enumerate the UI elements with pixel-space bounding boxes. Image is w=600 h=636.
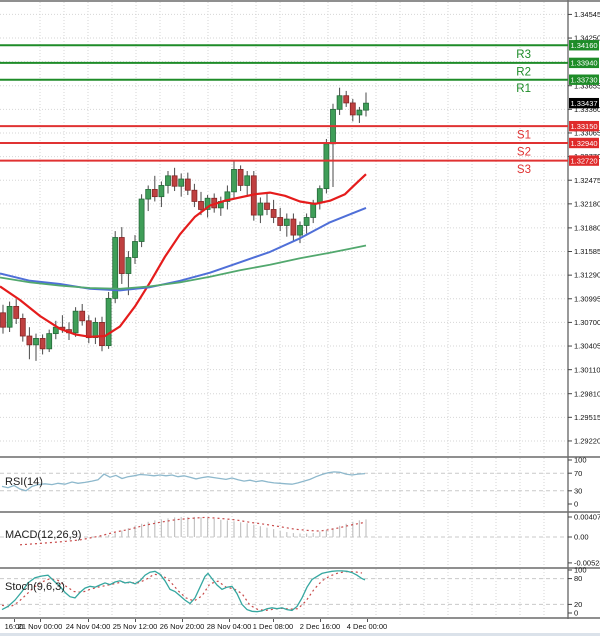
svg-text:1.29220: 1.29220 xyxy=(574,437,600,446)
svg-text:0.00: 0.00 xyxy=(574,533,589,542)
time-label: 26 Nov 20:00 xyxy=(159,622,205,631)
macd-canvas: 0.004079 0.00 -0.005285 xyxy=(0,511,600,567)
svg-text:20: 20 xyxy=(574,600,582,609)
svg-text:100: 100 xyxy=(574,456,587,465)
ma-slow-green xyxy=(0,244,367,290)
bottom-band xyxy=(0,633,600,636)
svg-text:1.31585: 1.31585 xyxy=(574,247,600,256)
time-tick xyxy=(135,619,136,622)
svg-text:1.31290: 1.31290 xyxy=(574,271,600,280)
svg-text:1.32475: 1.32475 xyxy=(574,176,600,185)
svg-text:30: 30 xyxy=(574,486,582,495)
rsi-panel: RSI(14) 100 70 30 0 xyxy=(0,456,600,511)
svg-text:1.30110: 1.30110 xyxy=(574,365,600,374)
time-label: 24 Nov 04:00 xyxy=(65,622,111,631)
ma-mid-blue xyxy=(0,206,367,292)
time-tick xyxy=(14,619,15,622)
time-label: 16:00 xyxy=(4,622,24,631)
time-tick xyxy=(40,619,41,622)
rsi-title: RSI(14) xyxy=(5,476,43,488)
svg-text:1.29515: 1.29515 xyxy=(574,413,600,422)
ma-fast-red xyxy=(0,173,367,338)
time-tick xyxy=(229,619,230,622)
svg-text:1.34160: 1.34160 xyxy=(570,41,597,50)
svg-text:1.33730: 1.33730 xyxy=(570,75,597,84)
level-label-s3: S3 xyxy=(517,164,531,176)
level-label-s1: S1 xyxy=(517,130,531,142)
time-label: 4 Dec 00:00 xyxy=(346,622,388,631)
stoch-panel: Stoch(9,6,3) 100 80 20 0 xyxy=(0,567,600,619)
svg-text:0.004079: 0.004079 xyxy=(574,513,600,522)
macd-signal-line xyxy=(19,516,366,546)
svg-text:0: 0 xyxy=(574,609,578,618)
svg-text:0: 0 xyxy=(574,500,578,509)
svg-text:1.34250: 1.34250 xyxy=(574,34,600,43)
svg-text:1.30700: 1.30700 xyxy=(574,318,600,327)
level-label-r3: R3 xyxy=(516,49,531,61)
macd-panel: MACD(12,26,9) 0.004079 0.00 -0.005285 xyxy=(0,511,600,567)
svg-text:1.32940: 1.32940 xyxy=(570,139,597,148)
time-label: 25 Nov 12:00 xyxy=(112,622,158,631)
rsi-line xyxy=(1,471,366,492)
svg-text:1.33655: 1.33655 xyxy=(574,81,600,90)
svg-text:1.32720: 1.32720 xyxy=(570,156,597,165)
svg-text:1.33065: 1.33065 xyxy=(574,129,600,138)
stoch-title: Stoch(9,6,3) xyxy=(5,581,65,593)
price-chart-canvas: R3 R2 R1 S1 S2 S3 1.34545 1.34250 1.33655 1.33360… xyxy=(0,0,600,456)
price-chart-panel: R3 R2 R1 S1 S2 S3 1.34545 1.34250 1.33655 1.33360… xyxy=(0,0,600,456)
level-label-s2: S2 xyxy=(517,146,531,158)
svg-text:1.31880: 1.31880 xyxy=(574,223,600,232)
svg-text:1.33360: 1.33360 xyxy=(574,105,600,114)
svg-text:1.32180: 1.32180 xyxy=(574,199,600,208)
macd-title: MACD(12,26,9) xyxy=(5,529,82,541)
svg-text:1.33150: 1.33150 xyxy=(570,122,597,131)
svg-text:80: 80 xyxy=(574,574,582,583)
svg-text:1.30405: 1.30405 xyxy=(574,342,600,351)
svg-text:-0.005285: -0.005285 xyxy=(574,558,600,567)
time-label: 2 Dec 16:00 xyxy=(299,622,341,631)
rsi-canvas: 100 70 30 0 xyxy=(0,456,600,511)
level-label-r2: R2 xyxy=(516,66,531,78)
stoch-d-line xyxy=(1,571,363,612)
svg-text:1.29810: 1.29810 xyxy=(574,389,600,398)
time-label: 28 Nov 04:00 xyxy=(206,622,252,631)
time-tick xyxy=(273,619,274,622)
svg-text:70: 70 xyxy=(574,469,582,478)
time-axis: 16:00 21 Nov 00:00 24 Nov 04:00 25 Nov 12:0… xyxy=(0,619,600,633)
stoch-k-line xyxy=(1,570,366,613)
time-tick xyxy=(367,619,368,622)
svg-text:1.33940: 1.33940 xyxy=(570,59,597,68)
svg-text:1.30995: 1.30995 xyxy=(574,294,600,303)
svg-text:100: 100 xyxy=(574,567,587,575)
time-tick xyxy=(182,619,183,622)
svg-text:1.33437: 1.33437 xyxy=(570,99,597,108)
time-label: 1 Dec 08:00 xyxy=(252,622,294,631)
time-tick xyxy=(88,619,89,622)
time-tick xyxy=(320,619,321,622)
level-label-r1: R1 xyxy=(516,83,531,95)
time-label: 21 Nov 00:00 xyxy=(17,622,63,631)
svg-text:1.34545: 1.34545 xyxy=(574,10,600,19)
